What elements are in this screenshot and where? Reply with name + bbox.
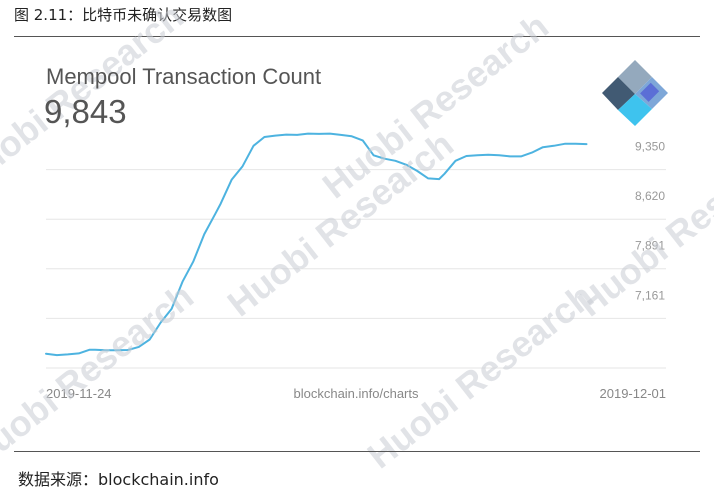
chart-title: Mempool Transaction Count <box>46 64 322 89</box>
y-tick-label: 9,350 <box>635 140 665 154</box>
y-tick-label: 7,161 <box>635 288 665 302</box>
data-source: 数据来源：blockchain.info <box>18 470 219 489</box>
bottom-divider <box>14 451 700 452</box>
watermark-text: Huobi Research <box>315 5 556 206</box>
x-start-label: 2019-11-24 <box>46 386 112 401</box>
x-end-label: 2019-12-01 <box>600 386 667 401</box>
blockchain-logo-icon <box>602 60 668 126</box>
watermark-text: Huobi Research <box>0 275 201 476</box>
chart-source-label: blockchain.info/charts <box>293 386 419 401</box>
y-tick-label: 8,620 <box>635 189 665 203</box>
y-tick-label: 7,891 <box>635 239 665 253</box>
top-divider <box>14 36 700 37</box>
grid-layer <box>46 169 666 369</box>
figure-caption: 图 2.11：比特币未确认交易数图 <box>14 6 233 24</box>
chart-headline-value: 9,843 <box>44 93 127 130</box>
label-layer: 7,161 7,891 8,620 9,350 2019-11-24 blockchain… <box>46 140 666 401</box>
watermark-text: Huobi Research <box>360 275 601 476</box>
series-line <box>45 132 588 357</box>
line-layer <box>45 132 588 357</box>
